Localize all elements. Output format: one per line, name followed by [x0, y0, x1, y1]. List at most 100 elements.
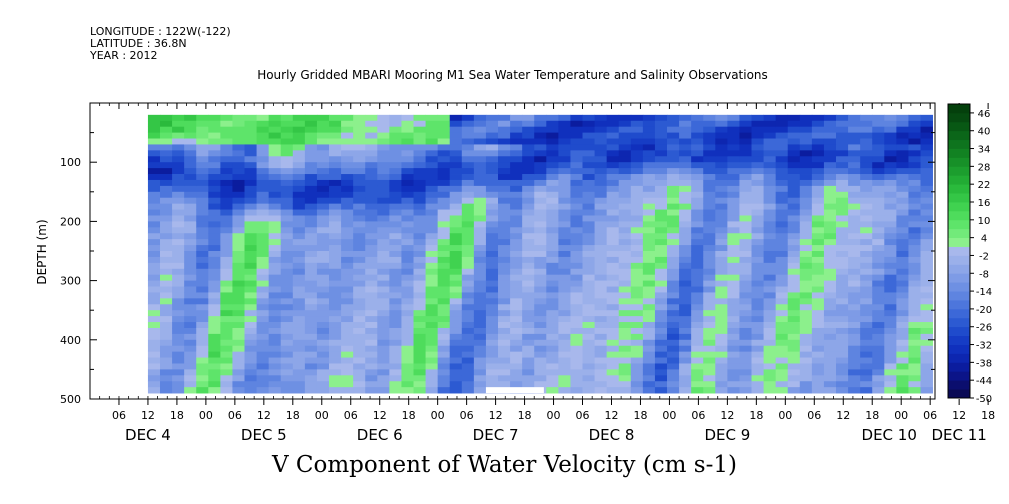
heatmap-cell: [220, 256, 233, 264]
heatmap-cell: [811, 268, 825, 276]
heatmap-cell: [691, 310, 704, 317]
heatmap-cell: [618, 304, 632, 311]
heatmap-cell: [558, 203, 571, 210]
heatmap-cell: [437, 274, 451, 281]
heatmap-cell: [292, 215, 306, 222]
heatmap-cell: [461, 304, 475, 311]
heatmap-cell: [848, 327, 861, 335]
heatmap-cell: [461, 274, 475, 281]
heatmap-cell: [196, 185, 209, 193]
heatmap-cell: [473, 357, 487, 364]
heatmap-cell: [799, 363, 813, 370]
heatmap-cell: [763, 191, 777, 199]
heatmap-cell: [896, 126, 909, 133]
heatmap-cell: [606, 174, 620, 181]
heatmap-cell: [739, 339, 752, 347]
heatmap-cell: [365, 209, 378, 216]
heatmap-cell: [848, 233, 861, 240]
heatmap-cell: [256, 144, 270, 151]
heatmap-cell: [654, 268, 668, 276]
heatmap-cell: [582, 298, 595, 305]
heatmap-cell: [437, 120, 451, 128]
heatmap-cell: [377, 174, 390, 181]
heatmap-cell: [316, 174, 330, 181]
heatmap-cell: [715, 138, 728, 145]
heatmap-cell: [727, 132, 740, 139]
heatmap-cell: [654, 209, 668, 216]
heatmap-cell: [546, 203, 559, 210]
heatmap-cell: [353, 203, 366, 210]
heatmap-cell: [341, 351, 354, 358]
heatmap-cell: [836, 333, 849, 341]
heatmap-cell: [691, 209, 704, 216]
heatmap-cell: [570, 262, 583, 270]
heatmap-cell: [522, 304, 535, 311]
heatmap-cell: [304, 114, 318, 122]
heatmap-cell: [908, 280, 921, 287]
heatmap-cell: [244, 174, 257, 181]
colorbar-swatch: [948, 237, 970, 247]
heatmap-cell: [498, 245, 511, 252]
heatmap-cell: [799, 339, 813, 347]
heatmap-cell: [522, 369, 535, 376]
heatmap-cell: [329, 286, 342, 293]
heatmap-cell: [654, 185, 668, 193]
y-tick-label: 500: [60, 393, 81, 406]
heatmap-cell: [727, 162, 740, 169]
heatmap-cell: [220, 120, 233, 128]
heatmap-cell: [413, 375, 426, 382]
heatmap-cell: [256, 239, 270, 246]
heatmap-cell: [727, 357, 740, 364]
heatmap-cell: [884, 322, 897, 329]
heatmap-cell: [365, 179, 378, 187]
heatmap-cell: [558, 221, 571, 228]
heatmap-cell: [642, 191, 656, 199]
heatmap-cell: [715, 322, 728, 329]
heatmap-cell: [823, 126, 837, 133]
heatmap-cell: [341, 381, 354, 388]
heatmap-cell: [703, 333, 716, 341]
heatmap-cell: [691, 345, 704, 353]
heatmap-cell: [147, 274, 161, 281]
heatmap-cell: [377, 144, 390, 151]
heatmap-cell: [437, 179, 451, 187]
heatmap-cell: [256, 168, 270, 175]
heatmap-cell: [558, 245, 571, 252]
heatmap-cell: [461, 251, 475, 258]
heatmap-cell: [534, 333, 547, 341]
heatmap-cell: [365, 357, 378, 364]
heatmap-cell: [739, 114, 752, 122]
heatmap-cell: [703, 298, 716, 305]
heatmap-cell: [606, 162, 620, 169]
heatmap-cell: [485, 262, 499, 270]
heatmap-cell: [208, 120, 221, 128]
heatmap-cell: [449, 345, 463, 353]
heatmap-cell: [799, 351, 813, 358]
heatmap-cell: [485, 168, 499, 175]
heatmap-cell: [449, 233, 463, 240]
heatmap-cell: [654, 120, 668, 128]
heatmap-cell: [292, 185, 306, 193]
heatmap-cell: [667, 120, 680, 128]
heatmap-cell: [196, 339, 209, 347]
x-hour-tick-label: 00: [778, 409, 792, 422]
heatmap-cell: [184, 304, 197, 311]
heatmap-cell: [823, 262, 837, 270]
heatmap-cell: [461, 345, 475, 353]
heatmap-cell: [292, 233, 306, 240]
heatmap-cell: [147, 150, 161, 157]
heatmap-cell: [751, 274, 764, 281]
heatmap-cell: [498, 179, 511, 187]
heatmap-cell: [304, 221, 318, 228]
heatmap-cell: [739, 310, 752, 317]
heatmap-cell: [401, 381, 414, 388]
heatmap-cell: [220, 227, 233, 234]
heatmap-cell: [860, 369, 873, 376]
heatmap-cell: [172, 351, 185, 358]
heatmap-cell: [220, 239, 233, 246]
heatmap-cell: [341, 245, 354, 252]
heatmap-cell: [232, 268, 245, 276]
heatmap-cell: [437, 156, 451, 163]
heatmap-cell: [763, 233, 777, 240]
heatmap-cell: [630, 268, 644, 276]
